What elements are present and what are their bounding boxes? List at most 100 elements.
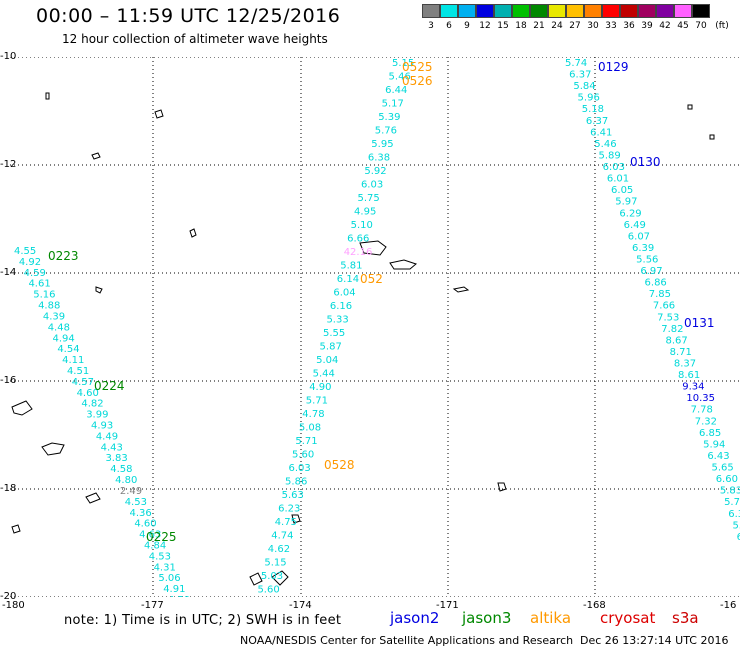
wave-height-value: 5.50 (732, 520, 740, 531)
map-subtitle: 12 hour collection of altimeter wave hei… (62, 32, 328, 46)
wave-height-value: 7.85 (649, 289, 671, 300)
wave-height-value: 4.57 (72, 377, 94, 388)
wave-height-value: 5.63 (282, 490, 304, 501)
pass-time-label: 0525 (402, 60, 433, 74)
wave-height-value: 5.83 (720, 486, 740, 497)
wave-height-value: 6.86 (645, 278, 667, 289)
satellite-legend-altika: altika (530, 609, 572, 627)
wave-height-value: 4.61 (28, 279, 50, 290)
units-note: note: 1) Time is in UTC; 2) SWH is in fe… (64, 613, 342, 628)
legend-swatch (620, 4, 638, 18)
legend-label: (ft) (715, 21, 729, 31)
wave-height-value: 9.34 (682, 382, 704, 393)
wave-height-value: 5.65 (712, 463, 734, 474)
wave-height-value: 5.33 (326, 315, 348, 326)
wave-height-value: 6.03 (603, 162, 625, 173)
wave-height-value: 2.49 (120, 486, 142, 497)
wave-height-value: 8.67 (665, 335, 687, 346)
legend-swatch (638, 4, 656, 18)
wave-height-value: 7.82 (661, 324, 683, 335)
wave-height-value: 4.59 (24, 268, 46, 279)
wave-height-value: 5.97 (615, 197, 637, 208)
wave-height-value: 5.71 (306, 396, 328, 407)
wave-height-value: 5.76 (375, 126, 397, 137)
wave-height-value: 4.48 (48, 322, 70, 333)
map-title: 00:00 – 11:59 UTC 12/25/2016 (36, 5, 341, 27)
pass-time-label: 0130 (630, 155, 661, 169)
lat-tick-label: -14 (0, 267, 17, 278)
wave-height-value: 7.53 (657, 312, 679, 323)
wave-height-value: 8.61 (678, 370, 700, 381)
credit-text: NOAA/NESDIS Center for Satellite Applica… (240, 634, 574, 647)
legend-label: 15 (497, 21, 509, 31)
legend-swatch (512, 4, 530, 18)
wave-height-value: 4.36 (130, 508, 152, 519)
legend-label: 27 (569, 21, 581, 31)
legend-label: 3 (428, 21, 434, 31)
wave-height-value: 4.95 (354, 207, 376, 218)
legend-label: 6 (446, 21, 452, 31)
wave-height-value: 4.60 (134, 519, 156, 530)
wave-height-value: 5.86 (285, 477, 307, 488)
wave-height-value: 6.04 (333, 288, 355, 299)
wave-height-value: 5.84 (573, 81, 595, 92)
wave-height-value: 4.91 (163, 584, 185, 595)
wave-height-value: 4.54 (57, 344, 79, 355)
legend-swatch (674, 4, 692, 18)
wave-height-value: 10.35 (686, 393, 715, 404)
wave-height-value: 5.92 (364, 166, 386, 177)
wave-height-value: 5.77 (724, 497, 740, 508)
wave-height-value: 6.85 (699, 428, 721, 439)
wave-height-value: 4.62 (268, 544, 290, 555)
legend-swatch (440, 4, 458, 18)
pass-time-label: 0526 (402, 74, 433, 88)
island-outlines (11, 92, 715, 586)
lon-tick-label: -174 (289, 600, 312, 611)
wave-height-value: 4.39 (43, 311, 65, 322)
wave-height-value: 5.16 (33, 290, 55, 301)
wave-height-value: 7.78 (691, 405, 713, 416)
wave-height-value: 6.97 (640, 266, 662, 277)
wave-height-value: 6.07 (737, 532, 740, 543)
wave-height-value: 6.41 (590, 127, 612, 138)
altimeter-tracks: 4.554.924.594.615.164.884.394.484.944.54… (14, 58, 740, 597)
wave-height-value: 8.71 (670, 347, 692, 358)
wave-height-value: 5.39 (378, 112, 400, 123)
island-samoa-savaii (389, 259, 418, 270)
legend-label: 24 (551, 21, 563, 31)
wave-height-value: 5.55 (323, 328, 345, 339)
wave-height-value: 5.95 (371, 139, 393, 150)
lat-tick-label: -18 (0, 483, 17, 494)
wave-height-value: 4.60 (77, 388, 99, 399)
wave-height-value: 4.93 (91, 421, 113, 432)
wave-height-value: 5.17 (382, 99, 404, 110)
wave-height-value: 4.84 (144, 540, 166, 551)
wave-height-value: 4.63 (139, 530, 161, 541)
wave-height-map: 4.554.924.594.615.164.884.394.484.944.54… (10, 57, 740, 597)
wave-height-value: 5.56 (636, 254, 658, 265)
wave-height-value: 5.96 (578, 93, 600, 104)
wave-height-value: 5.94 (703, 439, 725, 450)
wave-height-value: 5.03 (261, 571, 283, 582)
wave-height-value: 4.55 (14, 246, 36, 257)
wave-height-value: 4.74 (271, 531, 293, 542)
wave-height-value: 5.15 (392, 58, 414, 69)
wave-height-value: 5.81 (340, 261, 362, 272)
lat-tick-label: -20 (0, 591, 17, 602)
wave-height-value: 6.01 (607, 174, 629, 185)
wave-height-value: 6.33 (728, 509, 740, 520)
wave-height-value: 6.03 (289, 463, 311, 474)
wave-height-value: 6.43 (707, 451, 729, 462)
lat-tick-label: -10 (0, 51, 17, 62)
legend-swatch (422, 4, 440, 18)
wave-height-value: 4.94 (53, 333, 75, 344)
lon-tick-label: -180 (2, 600, 25, 611)
wave-height-value: 4.82 (81, 399, 103, 410)
color-legend-labels: 3 6 9 12 15 18 21 24 27 30 33 36 39 42 45 70 (ft) (422, 21, 734, 31)
wave-height-value: 5.71 (295, 436, 317, 447)
wave-height-value: 6.66 (347, 234, 369, 245)
legend-label: 33 (605, 21, 617, 31)
wave-height-value: 4.92 (19, 257, 41, 268)
wave-height-value: 5.75 (358, 193, 380, 204)
legend-swatch (566, 4, 584, 18)
